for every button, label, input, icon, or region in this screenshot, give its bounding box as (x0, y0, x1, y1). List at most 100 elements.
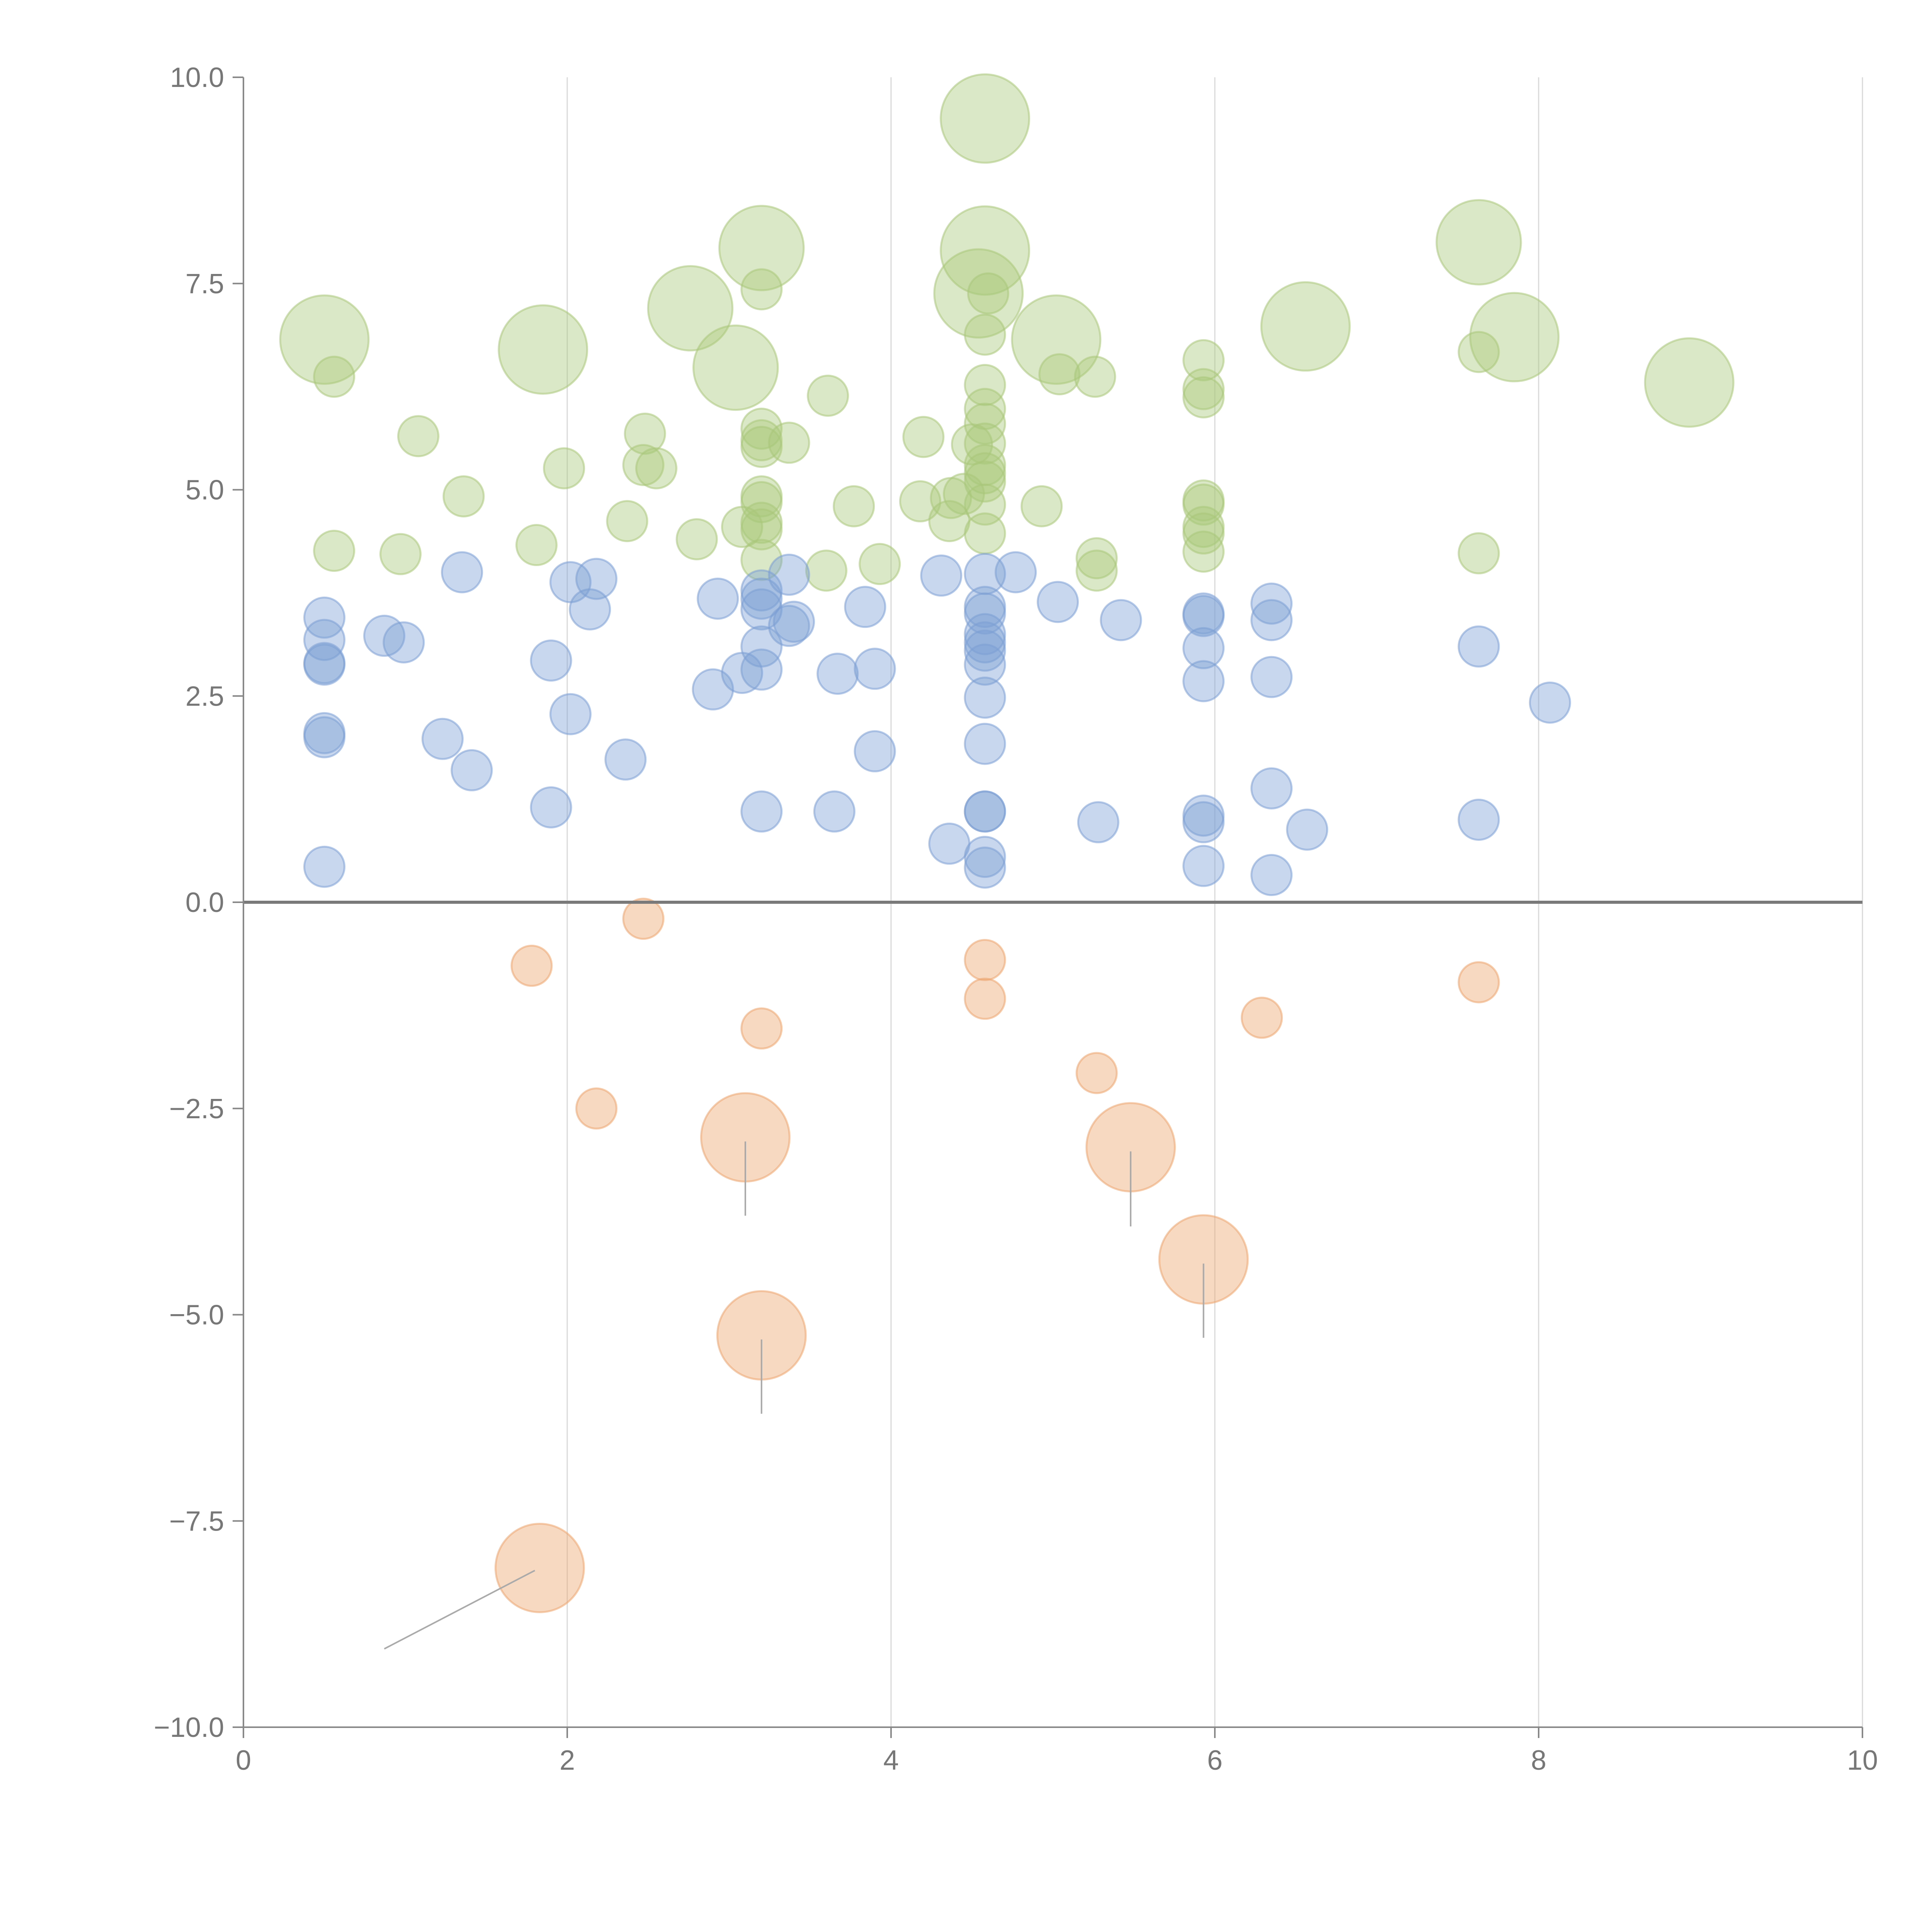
orange-bubble-2 (740, 1007, 783, 1050)
orange-bubble-13 (494, 1523, 585, 1613)
y-tick-label-8: −10.0 (154, 1712, 224, 1743)
y-axis-ticks: 10.0 7.5 5.0 2.5 0.0 −2.5 −5.0 −7.5 −10.0 (154, 62, 243, 1743)
green-bubble-38 (740, 425, 783, 468)
blue-bubble-70 (1529, 681, 1571, 724)
green-bubble-3 (1435, 199, 1522, 286)
green-bubble-64 (1075, 537, 1118, 580)
blue-bubble-18 (604, 738, 647, 781)
leader-line-4 (384, 1570, 536, 1650)
green-bubble-70 (1182, 531, 1225, 573)
y-tick-label-3: 2.5 (185, 681, 224, 712)
green-bubble-12 (1644, 337, 1735, 428)
blue-bubble-63 (1250, 599, 1293, 641)
green-bubble-61 (1020, 485, 1063, 527)
y-tick-label-6: −5.0 (169, 1300, 224, 1331)
y-tick-label-5: −2.5 (169, 1094, 224, 1124)
green-bubble-10 (1260, 281, 1351, 372)
x-tick-label-5: 10 (1847, 1745, 1878, 1776)
blue-bubble-56 (1182, 595, 1225, 637)
green-bubble-34 (397, 415, 440, 457)
x-tick-label-4: 8 (1531, 1745, 1546, 1776)
blue-bubble-37 (928, 822, 971, 865)
green-bubble-57 (899, 480, 941, 522)
blue-bubble-64 (1250, 656, 1293, 698)
y-tick-label-2: 5.0 (185, 475, 224, 506)
green-bubble-4 (647, 265, 734, 352)
green-bubble-18 (1074, 355, 1116, 398)
green-bubble-53 (515, 524, 558, 566)
green-bubble-35 (624, 412, 666, 455)
blue-bubble-53 (1077, 801, 1119, 844)
green-bubble-23 (807, 374, 849, 417)
green-bubble-42 (622, 444, 665, 486)
blue-bubble-13 (530, 786, 572, 828)
blue-bubble-48 (964, 790, 1006, 833)
blue-bubble-12 (530, 639, 572, 682)
blue-bubble-58 (1182, 660, 1225, 702)
blue-bubble-54 (1100, 599, 1142, 641)
green-bubble-40 (902, 416, 945, 458)
x-tick-label-0: 0 (236, 1745, 251, 1776)
orange-bubble-6 (1075, 1052, 1118, 1094)
green-bubble-19 (1182, 339, 1225, 381)
x-tick-label-2: 4 (883, 1745, 899, 1776)
green-bubble-60 (928, 500, 971, 543)
green-bubble-49 (740, 539, 783, 581)
blue-bubble-34 (854, 648, 896, 690)
green-bubble-31 (964, 460, 1006, 503)
y-tick-label-7: −7.5 (169, 1506, 224, 1537)
green-bubble-59 (943, 473, 985, 515)
blue-bubble-52 (1037, 581, 1079, 623)
blue-bubble-31 (816, 653, 859, 695)
green-bubble-9 (1011, 294, 1102, 385)
green-bubble-52 (675, 518, 718, 561)
green-bubble-27 (964, 422, 1006, 465)
blue-bubble-19 (697, 577, 739, 620)
blue-bubble-69 (1458, 799, 1500, 841)
blue-bubble-26 (740, 648, 783, 691)
green-bubble-24 (964, 364, 1006, 406)
green-bubble-1 (718, 205, 805, 291)
blue-bubble-32 (813, 790, 855, 833)
green-bubble-56 (833, 485, 875, 527)
blue-bubble-35 (854, 730, 896, 772)
green-bubble-39 (768, 422, 810, 464)
green-bubble-13 (740, 268, 783, 311)
green-bubble-63 (859, 543, 901, 585)
green-bubble-32 (964, 483, 1006, 526)
y-tick-label-4: 0.0 (185, 887, 224, 918)
blue-bubble-17 (549, 693, 592, 735)
orange-bubble-7 (1241, 997, 1283, 1039)
blue-bubble-50 (964, 846, 1006, 889)
green-bubble-17 (1038, 353, 1081, 396)
blue-bubble-65 (1250, 767, 1293, 810)
orange-bubble-4 (964, 939, 1006, 981)
green-bubble-67 (1182, 483, 1225, 526)
green-bubble-14 (967, 272, 1009, 315)
blue-bubble-3 (303, 643, 345, 686)
y-tick-label-1: 7.5 (185, 269, 224, 299)
bubble-layer (279, 73, 1735, 1613)
orange-bubble-1 (510, 944, 553, 987)
green-bubble-50 (721, 506, 764, 548)
green-bubble-54 (313, 529, 355, 572)
blue-bubble-23 (740, 577, 783, 620)
green-bubble-11 (1469, 292, 1560, 383)
blue-bubble-57 (1182, 627, 1225, 669)
green-bubble-44 (442, 475, 485, 518)
green-bubble-6 (692, 324, 779, 411)
green-bubble-8 (498, 304, 588, 395)
green-bubble-21 (1182, 376, 1225, 418)
green-bubble-16 (313, 355, 355, 398)
green-bubble-33 (964, 512, 1006, 555)
blue-bubble-60 (1182, 801, 1225, 844)
blue-bubble-6 (303, 845, 345, 888)
blue-bubble-9 (441, 551, 483, 594)
orange-bubble-8 (1458, 961, 1500, 1003)
blue-bubble-8 (383, 621, 425, 663)
green-bubble-15 (964, 313, 1006, 356)
green-bubble-36 (740, 408, 783, 450)
green-bubble-22 (1458, 331, 1500, 373)
blue-bubble-36 (920, 554, 963, 597)
